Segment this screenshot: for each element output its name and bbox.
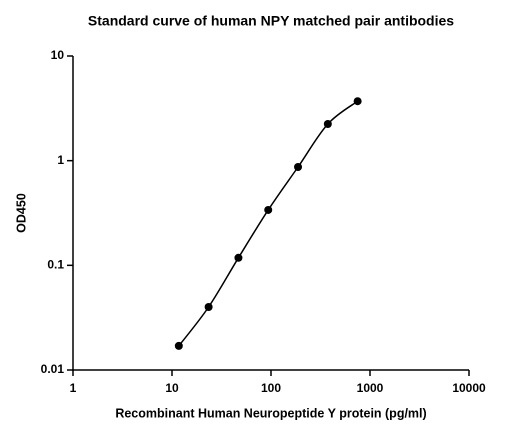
x-tick-label: 1000 bbox=[357, 381, 384, 395]
data-point bbox=[234, 253, 243, 262]
x-tick-label: 10000 bbox=[452, 381, 486, 395]
x-axis-label: Recombinant Human Neuropeptide Y protein… bbox=[115, 406, 426, 420]
x-tick-label: 100 bbox=[261, 381, 281, 395]
chart-title: Standard curve of human NPY matched pair… bbox=[88, 13, 454, 29]
x-tick-label: 1 bbox=[70, 381, 77, 395]
data-point bbox=[294, 162, 303, 171]
data-point bbox=[204, 302, 213, 311]
data-point bbox=[323, 120, 332, 129]
y-tick-label: 0.01 bbox=[41, 362, 65, 376]
y-tick-label: 1 bbox=[57, 153, 64, 167]
y-tick-label: 0.1 bbox=[47, 258, 64, 272]
y-axis-label: OD450 bbox=[14, 193, 28, 233]
data-point bbox=[174, 341, 183, 350]
y-tick-label: 10 bbox=[51, 48, 65, 62]
data-point bbox=[264, 205, 273, 214]
data-point bbox=[353, 97, 362, 106]
x-tick-label: 10 bbox=[165, 381, 179, 395]
